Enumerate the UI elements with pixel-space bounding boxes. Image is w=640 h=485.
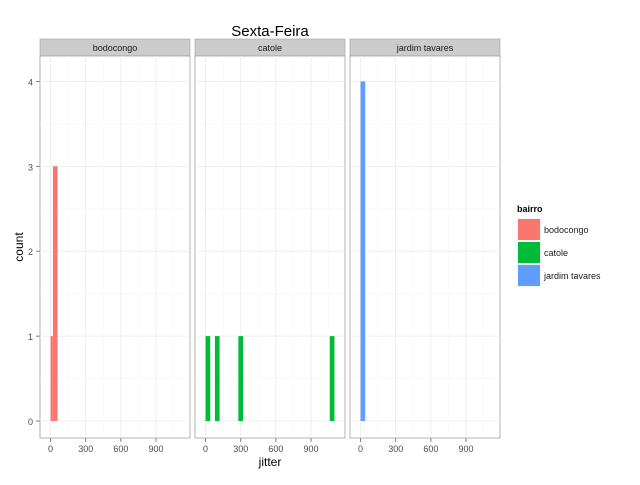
x-tick-label: 900 bbox=[149, 444, 164, 454]
y-axis: 0 1 2 3 4 bbox=[28, 77, 40, 427]
x-tick-label: 600 bbox=[268, 444, 283, 454]
x-tick-label: 300 bbox=[78, 444, 93, 454]
x-tick-label: 600 bbox=[113, 444, 128, 454]
histogram-bar bbox=[360, 81, 366, 422]
y-tick-label: 0 bbox=[28, 417, 33, 427]
panel-background bbox=[349, 55, 501, 439]
y-tick-label: 2 bbox=[28, 247, 33, 257]
legend-label: catole bbox=[544, 248, 568, 258]
facet-panel-bodocongo: bodocongo 0 300 600 900 bbox=[39, 38, 191, 454]
x-tick-label: 900 bbox=[459, 444, 474, 454]
histogram-bar bbox=[205, 336, 211, 422]
x-tick-label: 0 bbox=[358, 444, 363, 454]
facet-panel-jardim-tavares: jardim tavares 0 300 600 900 bbox=[349, 38, 501, 454]
y-tick-label: 4 bbox=[28, 77, 33, 87]
facet-strip-label: catole bbox=[258, 43, 282, 53]
facet-strip-label: bodocongo bbox=[93, 43, 138, 53]
x-tick-label: 900 bbox=[304, 444, 319, 454]
panel-background bbox=[194, 55, 346, 439]
facet-panel-catole: catole 0 300 600 900 bbox=[194, 38, 346, 454]
x-tick-label: 300 bbox=[388, 444, 403, 454]
legend-label: bodocongo bbox=[544, 225, 589, 235]
panel-background bbox=[39, 55, 191, 439]
legend-swatch bbox=[518, 242, 540, 263]
legend: bairro bodocongo catole jardim tavares bbox=[516, 204, 601, 288]
y-tick-label: 3 bbox=[28, 162, 33, 172]
y-axis-label: count bbox=[12, 232, 26, 262]
x-tick-label: 300 bbox=[233, 444, 248, 454]
histogram-bar bbox=[329, 336, 335, 422]
legend-title: bairro bbox=[517, 204, 543, 214]
x-axis-label: jitter bbox=[258, 455, 282, 469]
histogram-bar bbox=[50, 336, 53, 422]
histogram-bar bbox=[214, 336, 220, 422]
facet-strip-label: jardim tavares bbox=[396, 43, 454, 53]
x-tick-label: 0 bbox=[48, 444, 53, 454]
y-tick-label: 1 bbox=[28, 332, 33, 342]
legend-label: jardim tavares bbox=[543, 271, 601, 281]
histogram-bar bbox=[238, 336, 244, 422]
legend-swatch bbox=[518, 265, 540, 286]
x-tick-label: 0 bbox=[203, 444, 208, 454]
chart-title: Sexta-Feira bbox=[231, 23, 309, 40]
x-tick-label: 600 bbox=[423, 444, 438, 454]
histogram-bar bbox=[52, 166, 58, 422]
legend-swatch bbox=[518, 219, 540, 240]
